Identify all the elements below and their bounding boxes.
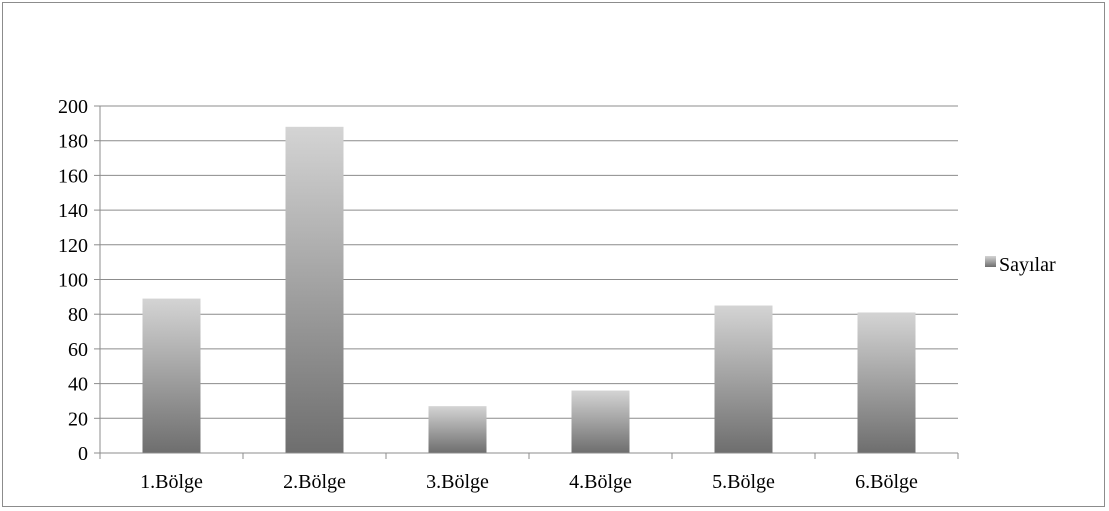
x-tick-label: 5.Bölge: [712, 471, 775, 493]
bar: [857, 312, 916, 453]
legend-swatch: [985, 256, 996, 267]
axes: [94, 105, 959, 459]
y-tick-label: 200: [58, 96, 88, 118]
y-tick-label: 80: [68, 304, 88, 326]
bar: [571, 390, 630, 453]
y-tick-label: 40: [68, 374, 88, 396]
x-tick-label: 2.Bölge: [283, 471, 346, 493]
x-tick-label: 3.Bölge: [426, 471, 489, 493]
tick-labels: 0 20 40 60 80 100 120 140 160 180 200 1.Bölge 2.Bölg…: [58, 96, 918, 493]
y-tick-label: 60: [68, 339, 88, 361]
y-tick-label: 0: [78, 443, 88, 465]
grid-lines: [100, 105, 958, 419]
bar: [285, 126, 344, 453]
y-tick-label: 20: [68, 408, 88, 430]
x-tick-label: 1.Bölge: [140, 471, 203, 493]
x-tick-label: 4.Bölge: [569, 471, 632, 493]
y-tick-label: 100: [58, 270, 88, 292]
y-tick-label: 120: [58, 235, 88, 257]
y-tick-label: 140: [58, 200, 88, 222]
bars: [142, 126, 916, 453]
bar: [714, 305, 773, 453]
x-tick-label: 6.Bölge: [855, 471, 918, 493]
legend-label: Sayılar: [999, 254, 1056, 276]
legend: Sayılar: [985, 254, 1056, 276]
y-tick-label: 160: [58, 165, 88, 187]
bar: [142, 298, 201, 453]
y-tick-label: 180: [58, 131, 88, 153]
bar: [428, 406, 487, 453]
